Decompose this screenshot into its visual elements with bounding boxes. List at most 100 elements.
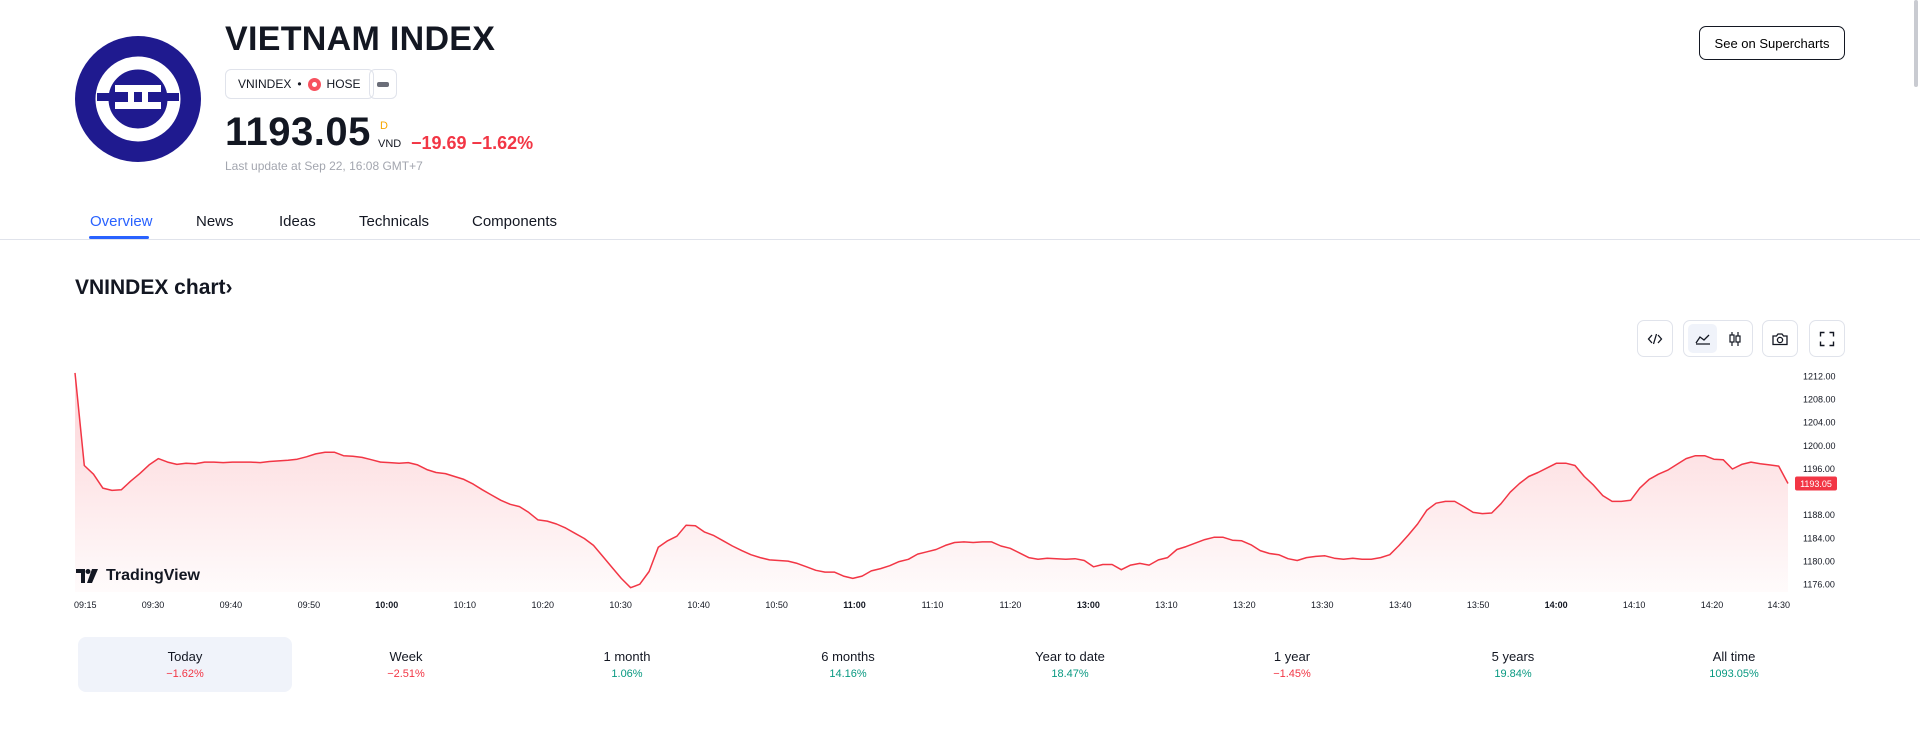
x-tick-label: 09:15 xyxy=(74,600,97,610)
price-change: −19.69 −1.62% xyxy=(411,133,534,153)
series-line xyxy=(74,372,1789,589)
current-price-label: 1193.05 xyxy=(1800,479,1832,489)
more-icon xyxy=(377,81,389,87)
x-tick-label: 13:10 xyxy=(1155,600,1178,610)
see-on-supercharts-button[interactable]: See on Supercharts xyxy=(1699,26,1845,60)
chart-section-title[interactable]: VNINDEX chart› xyxy=(75,276,233,299)
area-style-button[interactable] xyxy=(1688,324,1717,353)
current-price: 1193.05 xyxy=(225,110,371,154)
y-tick-label: 1204.00 xyxy=(1803,418,1836,428)
fullscreen-icon xyxy=(1819,331,1835,346)
period-label: Week xyxy=(389,649,423,664)
candles-icon xyxy=(1728,331,1741,346)
x-tick-label: 10:40 xyxy=(687,600,710,610)
y-tick-label: 1180.00 xyxy=(1803,557,1835,567)
exchange-name: HOSE xyxy=(326,77,361,91)
x-tick-label: 13:20 xyxy=(1233,600,1256,610)
x-tick-label: 10:50 xyxy=(765,600,788,610)
tab-components[interactable]: Components xyxy=(472,213,558,230)
x-tick-label: 10:10 xyxy=(454,600,477,610)
tab-overview[interactable]: Overview xyxy=(90,213,153,230)
period-value: −2.51% xyxy=(387,668,425,680)
period-1-month[interactable]: 1 month 1.06% xyxy=(520,637,734,692)
vietnam-index-logo xyxy=(75,36,201,162)
tab-ideas[interactable]: Ideas xyxy=(279,213,316,230)
period-today[interactable]: Today −1.62% xyxy=(78,637,292,692)
ticker-symbol: VNINDEX xyxy=(238,77,292,91)
period-5-years[interactable]: 5 years 19.84% xyxy=(1406,637,1620,692)
page-title: VIETNAM INDEX xyxy=(225,20,496,58)
x-tick-label: 09:30 xyxy=(142,600,165,610)
x-tick-label: 14:20 xyxy=(1701,600,1724,610)
period-value: −1.45% xyxy=(1273,668,1311,680)
period-6-months[interactable]: 6 months 14.16% xyxy=(741,637,955,692)
more-button[interactable] xyxy=(369,69,397,99)
page-scrollbar[interactable] xyxy=(1914,0,1918,87)
y-tick-label: 1184.00 xyxy=(1803,533,1835,543)
embed-code-button[interactable] xyxy=(1637,320,1673,357)
tab-news[interactable]: News xyxy=(196,213,234,230)
camera-icon xyxy=(1772,332,1788,345)
x-tick-label: 09:50 xyxy=(298,600,321,610)
performance-periods: Today −1.62% Week −2.51% 1 month 1.06% 6… xyxy=(75,637,1845,692)
series-area-fill xyxy=(75,372,1788,592)
tab-bar: Overview News Ideas Technicals Component… xyxy=(0,205,1920,240)
candles-style-button[interactable] xyxy=(1720,324,1749,353)
x-tick-label: 10:30 xyxy=(609,600,632,610)
period-1-year[interactable]: 1 year −1.45% xyxy=(1185,637,1399,692)
delayed-indicator[interactable]: D xyxy=(380,120,388,132)
x-tick-label: 14:00 xyxy=(1545,600,1568,610)
tab-technicals[interactable]: Technicals xyxy=(359,213,430,230)
fullscreen-button[interactable] xyxy=(1809,320,1845,357)
exchange-flag-icon xyxy=(307,77,321,91)
last-update-text: Last update at Sep 22, 16:08 GMT+7 xyxy=(225,159,423,173)
tradingview-brand[interactable]: TradingView xyxy=(76,567,200,585)
price-chart[interactable]: 1212.00 1208.00 1204.00 1200.00 1196.00 1188.… xyxy=(0,365,1920,615)
x-tick-label: 14:10 xyxy=(1623,600,1646,610)
period-label: Today xyxy=(167,649,203,664)
period-value: 1093.05% xyxy=(1709,668,1759,680)
period-label: Year to date xyxy=(1035,649,1105,664)
period-value: −1.62% xyxy=(166,668,204,680)
y-tick-label: 1196.00 xyxy=(1803,464,1835,474)
x-tick-label: 14:30 xyxy=(1767,600,1790,610)
x-tick-label: 11:00 xyxy=(843,600,866,610)
x-tick-label: 13:50 xyxy=(1467,600,1490,610)
period-value: 18.47% xyxy=(1051,668,1089,680)
area-chart-icon xyxy=(1694,334,1710,345)
y-tick-label: 1200.00 xyxy=(1803,441,1836,451)
symbol-exchange-pill[interactable]: VNINDEX • HOSE xyxy=(225,69,374,99)
y-tick-label: 1208.00 xyxy=(1803,394,1836,404)
period-label: 6 months xyxy=(821,649,875,664)
y-tick-label: 1176.00 xyxy=(1803,580,1835,590)
code-icon xyxy=(1647,333,1663,344)
tradingview-brand-text: TradingView xyxy=(106,567,200,584)
currency-label: VND xyxy=(378,138,402,150)
chart-style-toggle xyxy=(1683,320,1753,357)
period-value: 19.84% xyxy=(1494,668,1532,680)
period-label: 5 years xyxy=(1491,649,1535,664)
separator: • xyxy=(297,77,302,91)
period-year-to-date[interactable]: Year to date 18.47% xyxy=(963,637,1177,692)
tradingview-logo-icon xyxy=(76,569,98,583)
x-tick-label: 13:40 xyxy=(1389,600,1412,610)
x-tick-label: 13:00 xyxy=(1077,600,1100,610)
snapshot-button[interactable] xyxy=(1762,320,1798,357)
y-tick-label: 1212.00 xyxy=(1803,371,1836,381)
current-price-marker xyxy=(1795,476,1837,491)
x-tick-label: 11:10 xyxy=(922,600,944,610)
period-value: 1.06% xyxy=(611,668,643,680)
y-tick-label: 1188.00 xyxy=(1803,510,1835,520)
period-label: 1 month xyxy=(603,649,651,664)
period-label: All time xyxy=(1712,649,1756,664)
x-tick-label: 13:30 xyxy=(1311,600,1334,610)
x-tick-label: 09:40 xyxy=(220,600,243,610)
period-all-time[interactable]: All time 1093.05% xyxy=(1627,637,1841,692)
period-week[interactable]: Week −2.51% xyxy=(299,637,513,692)
x-tick-label: 11:20 xyxy=(1000,600,1022,610)
active-tab-indicator xyxy=(89,236,149,239)
period-value: 14.16% xyxy=(829,668,867,680)
x-tick-label: 10:00 xyxy=(375,600,398,610)
period-label: 1 year xyxy=(1273,649,1311,664)
x-tick-label: 10:20 xyxy=(531,600,554,610)
